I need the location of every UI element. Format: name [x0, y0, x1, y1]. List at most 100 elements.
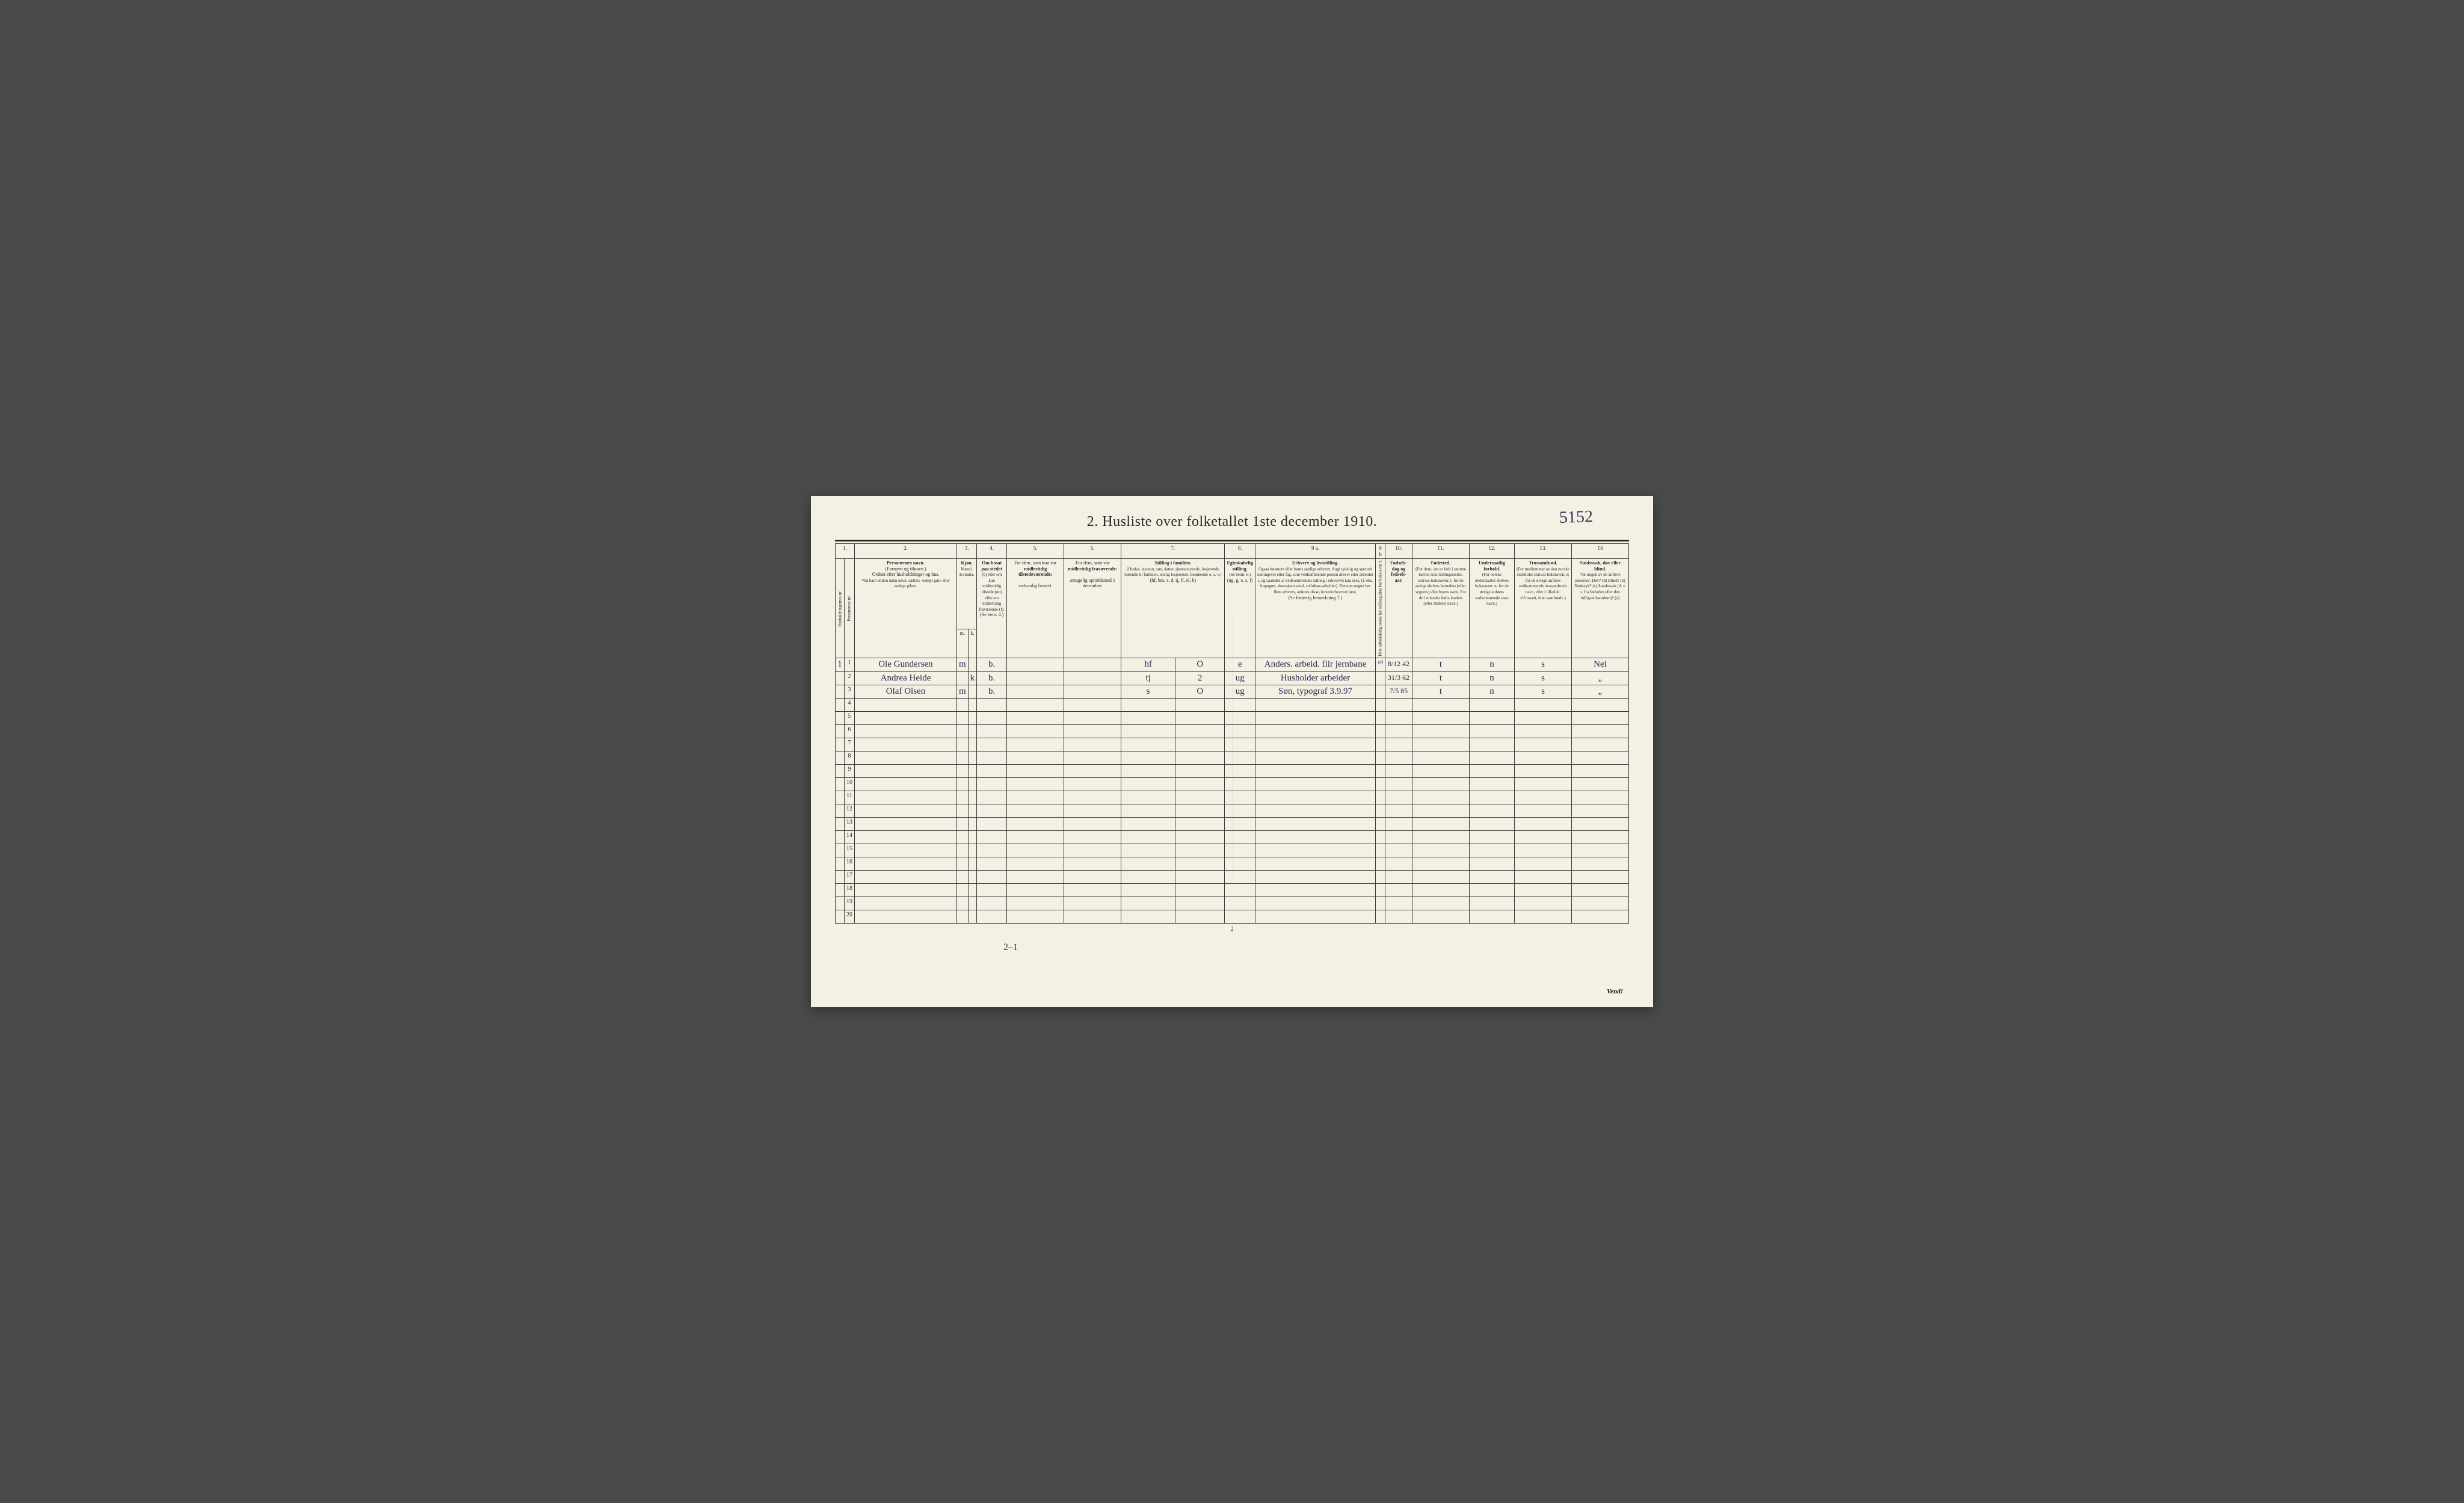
cell-empty [1007, 698, 1064, 711]
cell-hhnum [836, 738, 845, 751]
cell-empty [1121, 791, 1175, 804]
cell-fodsel: 31/3 62 [1385, 671, 1412, 685]
cell-empty [977, 844, 1007, 857]
cell-persnum: 6 [845, 724, 855, 738]
cell-persnum: 16 [845, 857, 855, 870]
cell-empty [1470, 711, 1515, 724]
cell-empty [1572, 738, 1629, 751]
cell-empty [957, 910, 969, 923]
cell-empty [1121, 764, 1175, 777]
hdr-hhnum: Husholdningernes nr. [836, 559, 845, 658]
cell-hhnum [836, 671, 845, 685]
cell-empty [1572, 764, 1629, 777]
cell-empty [1385, 857, 1412, 870]
cell-empty [968, 777, 977, 791]
cell-empty [1225, 764, 1255, 777]
cell-empty [1515, 698, 1572, 711]
cell-empty [1064, 738, 1121, 751]
colnum-3: 3. [957, 544, 977, 559]
cell-empty [977, 910, 1007, 923]
cell-persnum: 2 [845, 671, 855, 685]
colnum-9a: 9 a. [1255, 544, 1376, 559]
cell-empty [855, 830, 957, 844]
hdr7-t: Stilling i familien. [1154, 560, 1191, 566]
cell-under: n [1470, 685, 1515, 698]
cell-sind: „ [1572, 685, 1629, 698]
cell-empty [1385, 791, 1412, 804]
cell-persnum: 4 [845, 698, 855, 711]
cell-empty [855, 844, 957, 857]
cell-empty [1376, 844, 1385, 857]
hdr5-b: midlertidig tilstedeværende: [1018, 566, 1052, 578]
colnum-1: 1. [836, 544, 855, 559]
cell-empty [1470, 764, 1515, 777]
hdr-name-sub1: (Fornavn og tilnavn.) [885, 566, 926, 572]
cell-empty [1064, 910, 1121, 923]
table-row: 3Olaf Olsenmb.sOugSøn, typograf 3.9.977/… [836, 685, 1629, 698]
cell-persnum: 5 [845, 711, 855, 724]
cell-egte: ug [1225, 671, 1255, 685]
cell-9b [1376, 671, 1385, 685]
cell-empty [855, 883, 957, 897]
table-row: 18 [836, 883, 1629, 897]
cell-empty [1376, 857, 1385, 870]
cell-empty [1572, 830, 1629, 844]
cell-empty [968, 910, 977, 923]
cell-empty [1225, 698, 1255, 711]
cell-empty [1385, 724, 1412, 738]
cell-empty [1572, 777, 1629, 791]
cell-empty [1255, 844, 1376, 857]
cell-empty [1255, 804, 1376, 817]
table-row: 12 [836, 804, 1629, 817]
cell-empty [957, 764, 969, 777]
cell-empty [1385, 830, 1412, 844]
cell-persnum: 13 [845, 817, 855, 830]
cell-empty [1376, 883, 1385, 897]
cell-k: k [968, 671, 977, 685]
cell-empty [1255, 857, 1376, 870]
cell-empty [1412, 870, 1470, 883]
table-row: 11Ole Gundersenmb.hfOeAnders. arbeid. fl… [836, 658, 1629, 671]
turn-over-label: Vend! [1607, 988, 1623, 995]
hdr11-t: Fødested. [1431, 560, 1451, 566]
hdr-tros: Trossamfund. (For medlemmer av den norsk… [1515, 559, 1572, 658]
cell-empty [1225, 791, 1255, 804]
cell-empty [968, 711, 977, 724]
cell-empty [1225, 830, 1255, 844]
cell-empty [1255, 897, 1376, 910]
cell-empty [1412, 791, 1470, 804]
hdr-sinds: Sindssvak, døv eller blind. Var nogen av… [1572, 559, 1629, 658]
census-table: 1. 2. 3. 4. 5. 6. 7. 8. 9 a. 9 b 10. 11.… [835, 543, 1629, 924]
cell-empty [1412, 804, 1470, 817]
cell-tros: s [1515, 671, 1572, 685]
cell-persnum: 3 [845, 685, 855, 698]
cell-under: n [1470, 658, 1515, 671]
hdr9a-t: Erhverv og livsstilling. [1292, 560, 1338, 566]
cell-sind: Nei [1572, 658, 1629, 671]
cell-empty [957, 897, 969, 910]
cell-empty [1572, 804, 1629, 817]
cell-empty [968, 830, 977, 844]
hdr-midl-tilstede: For dem, som kun var midlertidig tilsted… [1007, 559, 1064, 658]
hdr5-t: For dem, som kun var [1014, 560, 1056, 566]
footer-pagenum: 2 [835, 926, 1629, 933]
cell-empty [855, 804, 957, 817]
cell-k [968, 658, 977, 671]
cell-under: n [1470, 671, 1515, 685]
table-row: 9 [836, 764, 1629, 777]
hdr6-b: midlertidig fraværende: [1068, 566, 1117, 572]
cell-hhnum [836, 711, 845, 724]
cell-empty [1572, 817, 1629, 830]
cell-hhnum [836, 897, 845, 910]
cell-name: Olaf Olsen [855, 685, 957, 698]
cell-empty [855, 857, 957, 870]
hdr13-t: Trossamfund. [1529, 560, 1557, 566]
cell-hhnum [836, 910, 845, 923]
cell-empty [1175, 817, 1225, 830]
cell-empty [1515, 857, 1572, 870]
table-row: 4 [836, 698, 1629, 711]
cell-empty [957, 711, 969, 724]
main-header-row: Husholdningernes nr. Personernes nr. Per… [836, 559, 1629, 629]
cell-empty [1007, 844, 1064, 857]
cell-empty [1175, 724, 1225, 738]
